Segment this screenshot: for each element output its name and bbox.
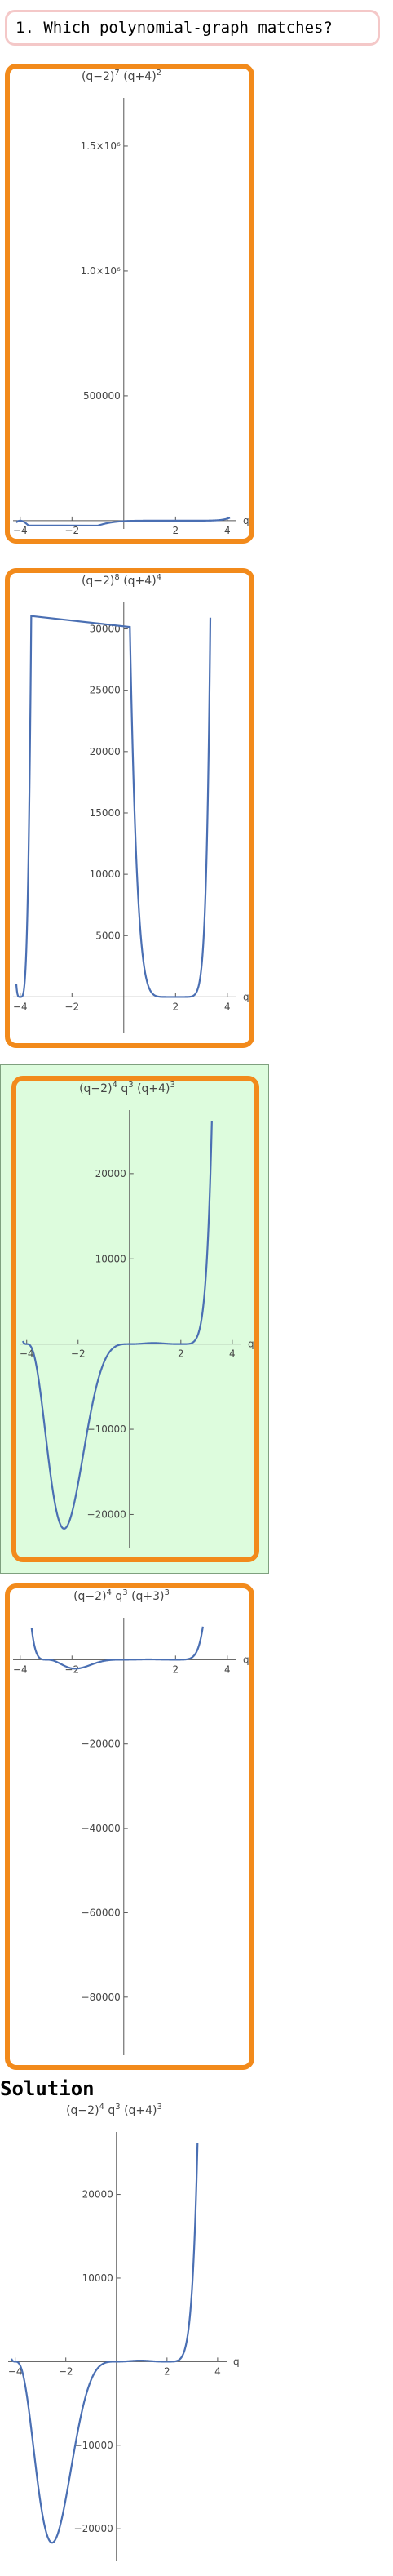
polynomial-curve xyxy=(15,615,212,998)
solution-heading: Solution xyxy=(0,2077,95,2100)
x-tick-label: −2 xyxy=(71,1348,86,1360)
title-exponent: 4 xyxy=(157,573,161,582)
title-exponent: 3 xyxy=(157,2103,162,2112)
question-text: 1. Which polynomial-graph matches? xyxy=(15,19,333,37)
x-axis-label: q xyxy=(248,1339,254,1350)
y-tick-label: 5000 xyxy=(95,930,121,941)
choice-d-card[interactable] xyxy=(5,1583,254,2070)
y-tick-label: −80000 xyxy=(82,1992,121,2003)
x-tick-label: −4 xyxy=(13,1663,28,1675)
solution-chart: (q−2)4 q3 (q+4)3q−4 −2 2 4−20000−1000010000… xyxy=(8,2103,240,2561)
title-exponent: 4 xyxy=(107,1588,112,1597)
x-tick-label: 2 xyxy=(172,1663,179,1675)
chart-title: (q−2)8 (q+4)4 xyxy=(82,573,161,588)
title-factor: q xyxy=(112,1590,122,1603)
y-tick-label: −40000 xyxy=(82,1823,121,1834)
x-tick-label: −4 xyxy=(13,1001,28,1012)
title-factor: (q+4) xyxy=(120,575,157,588)
x-tick-label: 2 xyxy=(172,525,179,536)
x-tick-label: 4 xyxy=(214,2365,221,2377)
y-tick-label: 10000 xyxy=(95,1253,126,1264)
y-tick-label: 1.0×10⁶ xyxy=(81,265,121,277)
polynomial-curve xyxy=(11,2143,199,2544)
choice-a-card[interactable] xyxy=(5,64,254,544)
title-factor: (q−2) xyxy=(73,1590,106,1603)
y-tick-label: 20000 xyxy=(90,746,121,757)
title-exponent: 7 xyxy=(114,69,119,78)
x-tick-label: 2 xyxy=(172,1001,179,1012)
y-tick-label: −10000 xyxy=(87,1423,126,1435)
title-factor: (q−2) xyxy=(82,70,114,83)
question-box: 1. Which polynomial-graph matches? xyxy=(5,10,380,46)
y-tick-label: 10000 xyxy=(90,868,121,880)
x-tick-label: 4 xyxy=(224,1001,231,1012)
title-factor: (q−2) xyxy=(66,2104,99,2117)
x-tick-label: −2 xyxy=(59,2365,73,2377)
choice-b-chart: (q−2)8 (q+4)4q−4 −2 2 450001000015000200002… xyxy=(13,573,249,1033)
y-tick-label: 25000 xyxy=(90,685,121,696)
x-tick-label: −4 xyxy=(20,1348,34,1360)
x-tick-label: 4 xyxy=(224,1663,231,1675)
title-exponent: 4 xyxy=(99,2103,104,2112)
title-exponent: 3 xyxy=(115,2103,120,2112)
x-tick-label: 2 xyxy=(178,1348,184,1360)
title-exponent: 8 xyxy=(114,573,119,582)
title-factor: (q+4) xyxy=(120,70,157,83)
y-tick-label: −20000 xyxy=(74,2523,113,2534)
x-tick-label: −2 xyxy=(64,1663,79,1675)
title-factor: q xyxy=(117,1082,128,1095)
title-exponent: 3 xyxy=(170,1081,175,1090)
y-tick-label: −60000 xyxy=(82,1907,121,1918)
y-tick-label: 15000 xyxy=(90,807,121,819)
title-exponent: 2 xyxy=(157,69,161,78)
polynomial-curve xyxy=(30,1626,204,1670)
title-exponent: 3 xyxy=(165,1588,170,1597)
title-exponent: 4 xyxy=(113,1081,117,1090)
choice-c-card[interactable] xyxy=(11,1076,259,1562)
x-tick-label: 2 xyxy=(164,2365,170,2377)
polynomial-curve xyxy=(15,517,231,527)
y-tick-label: 500000 xyxy=(83,390,121,402)
chart-title: (q−2)4 q3 (q+3)3 xyxy=(73,1588,170,1603)
x-tick-label: −2 xyxy=(64,1001,79,1012)
x-axis-label: q xyxy=(243,1654,249,1665)
title-factor: (q+4) xyxy=(134,1082,170,1095)
x-tick-label: −2 xyxy=(64,525,79,536)
title-factor: q xyxy=(104,2104,115,2117)
y-tick-label: 1.5×10⁶ xyxy=(81,140,121,152)
title-factor: (q−2) xyxy=(79,1082,112,1095)
y-tick-label: −20000 xyxy=(87,1508,126,1520)
y-tick-label: 10000 xyxy=(82,2272,113,2284)
y-tick-label: −10000 xyxy=(74,2440,113,2451)
chart-title: (q−2)4 q3 (q+4)3 xyxy=(79,1081,175,1095)
y-tick-label: 20000 xyxy=(95,1168,126,1179)
y-tick-label: −20000 xyxy=(82,1739,121,1750)
x-axis-label: q xyxy=(243,515,249,526)
x-tick-label: 4 xyxy=(224,525,231,536)
x-tick-label: −4 xyxy=(13,525,28,536)
title-exponent: 3 xyxy=(128,1081,133,1090)
x-tick-label: −4 xyxy=(8,2365,23,2377)
title-factor: (q+4) xyxy=(121,2104,157,2117)
title-factor: (q−2) xyxy=(82,575,114,588)
x-tick-label: 4 xyxy=(229,1348,236,1360)
chart-title: (q−2)7 (q+4)2 xyxy=(82,69,161,83)
x-axis-label: q xyxy=(243,991,249,1002)
x-axis-label: q xyxy=(233,2356,240,2367)
title-factor: (q+3) xyxy=(128,1590,165,1603)
choice-c-chart: (q−2)4 q3 (q+4)3q−4 −2 2 4−20000−1000010000… xyxy=(20,1081,254,1548)
title-exponent: 3 xyxy=(122,1588,127,1597)
chart-title: (q−2)4 q3 (q+4)3 xyxy=(66,2103,162,2117)
polynomial-curve xyxy=(21,1121,213,1530)
y-tick-label: 30000 xyxy=(90,624,121,635)
choice-d-chart: (q−2)4 q3 (q+3)3q−4 −2 2 4−80000−60000−4000… xyxy=(13,1588,249,2055)
y-tick-label: 20000 xyxy=(82,2189,113,2201)
